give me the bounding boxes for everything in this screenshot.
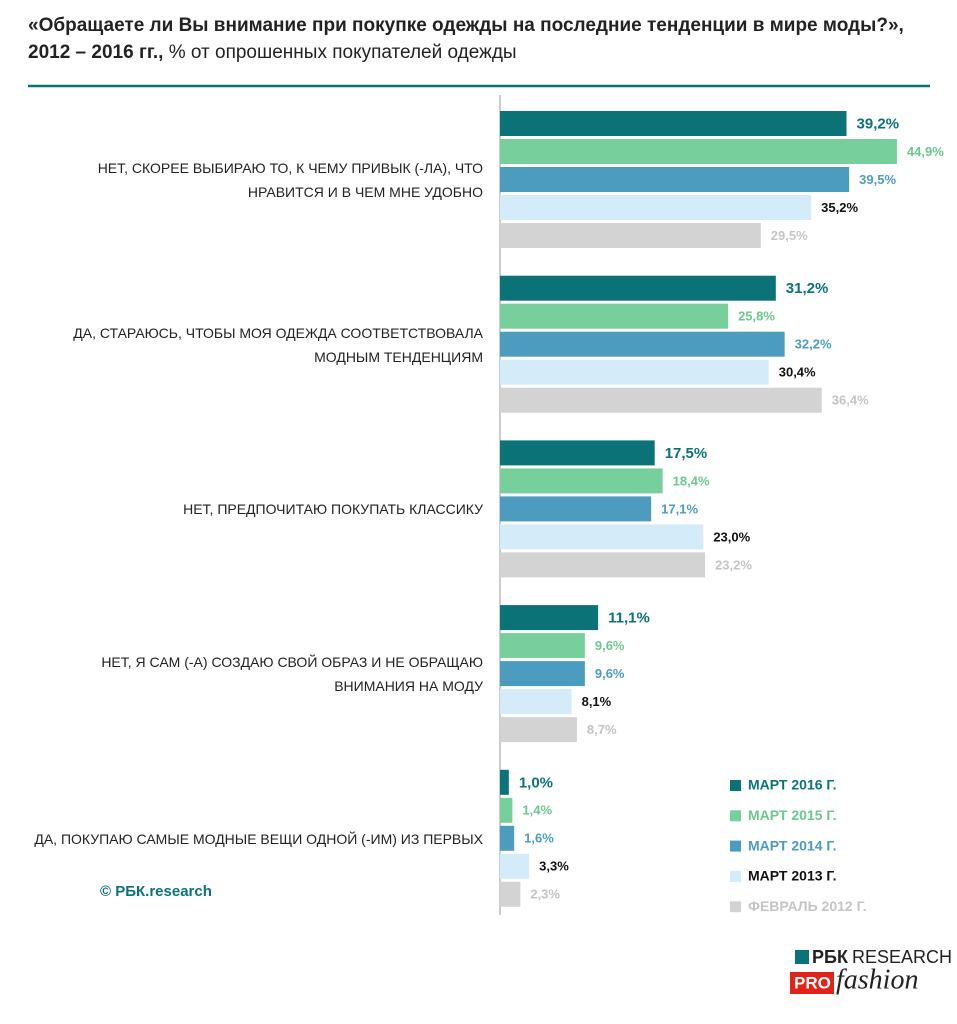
- logo-fashion: fashion: [836, 964, 918, 995]
- value-label: 36,4%: [832, 393, 869, 408]
- value-label: 17,5%: [665, 445, 708, 462]
- value-label: 25,8%: [738, 309, 775, 324]
- legend-swatch: [730, 780, 741, 791]
- value-label: 11,1%: [608, 610, 650, 627]
- logo-square: [795, 950, 809, 964]
- value-label: 8,7%: [587, 722, 617, 737]
- logo-pro-box: [790, 972, 834, 994]
- legend-label: МАРТ 2014 Г.: [748, 837, 836, 853]
- value-label: 1,4%: [522, 803, 552, 818]
- bar: [500, 689, 572, 715]
- value-label: 35,2%: [821, 200, 858, 215]
- bar: [500, 167, 850, 192]
- bar: [500, 717, 577, 743]
- value-label: 23,2%: [715, 557, 752, 572]
- value-label: 2,3%: [530, 887, 560, 902]
- value-label: 32,2%: [795, 337, 832, 352]
- legend-label: ФЕВРАЛЬ 2012 Г.: [748, 898, 867, 914]
- bar: [500, 195, 812, 220]
- value-label: 1,0%: [519, 774, 553, 791]
- value-label: 17,1%: [661, 501, 698, 516]
- bar: [500, 387, 822, 413]
- value-label: 29,5%: [771, 228, 808, 243]
- legend-swatch: [730, 840, 741, 852]
- bar: [500, 111, 847, 136]
- value-label: 23,0%: [713, 529, 750, 544]
- bar: [500, 139, 897, 164]
- bar: [500, 769, 509, 795]
- bar: [500, 797, 513, 823]
- bar: [500, 524, 704, 550]
- bar: [500, 468, 663, 494]
- category-label: ДА, СТАРАЮСЬ, ЧТОБЫ МОЯ ОДЕЖДА СООТВЕТСТ…: [73, 324, 483, 365]
- value-label: 31,2%: [786, 280, 829, 297]
- value-label: 8,1%: [582, 694, 612, 709]
- legend-label: МАРТ 2013 Г.: [748, 868, 836, 884]
- legend-swatch: [730, 901, 741, 913]
- value-label: 30,4%: [779, 365, 816, 380]
- title-block: «Обращаете ли Вы внимание при покупке од…: [28, 12, 928, 66]
- chart-title: «Обращаете ли Вы внимание при покупке од…: [28, 15, 904, 63]
- bar: [500, 825, 515, 851]
- value-label: 1,6%: [524, 831, 554, 846]
- bar: [500, 275, 776, 301]
- bar: [500, 605, 599, 631]
- legend-label: МАРТ 2015 Г.: [748, 807, 836, 823]
- legend-swatch: [730, 870, 741, 882]
- bar: [500, 633, 585, 659]
- legend-label: МАРТ 2016 Г.: [748, 777, 836, 793]
- value-label: 3,3%: [539, 859, 569, 874]
- bar: [500, 303, 729, 329]
- logo-brand: РБК: [812, 947, 849, 967]
- category-label: НЕТ, Я САМ (-А) СОЗДАЮ СВОЙ ОБРАЗ И НЕ О…: [101, 654, 483, 695]
- value-label: 44,9%: [907, 144, 944, 159]
- bar: [500, 440, 655, 466]
- value-label: 9,6%: [595, 666, 625, 681]
- bar: [500, 331, 785, 357]
- value-label: 9,6%: [595, 638, 625, 653]
- legend-swatch: [730, 810, 741, 822]
- bar: [500, 496, 652, 522]
- bar: [500, 552, 706, 578]
- value-label: 39,2%: [857, 115, 900, 132]
- bar: [500, 661, 585, 687]
- chart-subtitle: % от опрошенных покупателей одежды: [168, 42, 517, 63]
- bar: [500, 223, 761, 248]
- bar: [500, 359, 769, 385]
- value-label: 18,4%: [673, 473, 710, 488]
- category-label: ДА, ПОКУПАЮ САМЫЕ МОДНЫЕ ВЕЩИ ОДНОЙ (-ИМ…: [34, 830, 483, 847]
- bar: [500, 853, 530, 879]
- source: © РБК.research: [100, 883, 212, 900]
- bar: [500, 881, 521, 907]
- category-label: НЕТ, СКОРЕЕ ВЫБИРАЮ ТО, К ЧЕМУ ПРИВЫК (-…: [97, 160, 483, 200]
- logo-pro: PRO: [794, 973, 831, 992]
- value-label: 39,5%: [859, 172, 896, 187]
- category-label: НЕТ, ПРЕДПОЧИТАЮ ПОКУПАТЬ КЛАССИКУ: [183, 501, 483, 518]
- logo-research: RESEARCH: [852, 947, 952, 967]
